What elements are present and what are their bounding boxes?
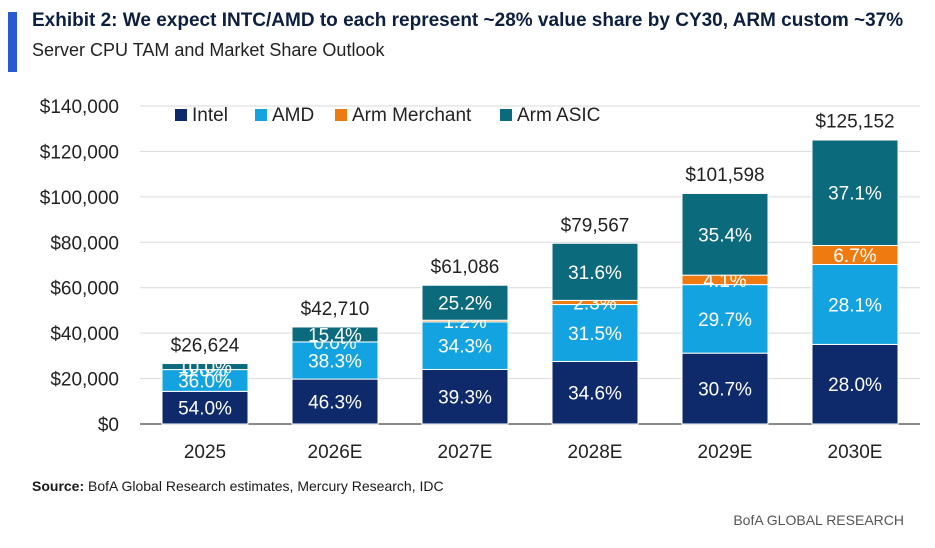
legend-label: Arm ASIC [517, 105, 600, 126]
y-tick-label: $40,000 [50, 324, 119, 345]
bar-segment-intel [291, 378, 379, 425]
legend-swatch [255, 109, 267, 121]
data-label: 30.7% [698, 380, 752, 401]
data-label: 4.1% [703, 271, 746, 292]
data-label: 34.6% [568, 384, 622, 405]
data-label: 38.3% [308, 352, 362, 373]
total-label: $79,567 [561, 215, 630, 236]
legend-swatch [175, 109, 187, 121]
y-tick-label: $0 [98, 415, 119, 436]
total-label: $26,624 [171, 336, 240, 357]
total-label: $42,710 [301, 299, 370, 320]
source-label: Source: [32, 478, 85, 494]
x-tick-label: 2027E [438, 442, 493, 463]
bar-segment-intel [811, 343, 899, 425]
y-tick-label: $80,000 [50, 233, 119, 254]
x-tick-label: 2026E [308, 442, 363, 463]
chart-title: Exhibit 2: We expect INTC/AMD to each re… [32, 10, 904, 31]
bar-segment-arm-asic [291, 326, 379, 343]
data-label: 35.4% [698, 225, 752, 246]
x-tick-label: 2028E [568, 442, 623, 463]
data-label: 25.2% [438, 294, 492, 315]
data-label: 54.0% [178, 399, 232, 420]
bar-segment-arm-asic [551, 242, 639, 301]
y-tick-label: $60,000 [50, 279, 119, 300]
data-label: 28.1% [828, 295, 882, 316]
bar-segment-intel [421, 368, 509, 425]
x-tick-label: 2025 [184, 442, 226, 463]
x-tick-label: 2029E [698, 442, 753, 463]
source-note: Source: BofA Global Research estimates, … [32, 478, 444, 494]
total-label: $101,598 [685, 165, 764, 186]
legend-label: AMD [272, 105, 314, 126]
chart-subtitle: Server CPU TAM and Market Share Outlook [32, 40, 385, 60]
bar-segment-intel [551, 360, 639, 425]
data-label: 37.1% [828, 184, 882, 205]
data-label: 46.3% [308, 393, 362, 414]
stacked-bar-chart: $0 $20,000 $40,000 $60,000 $80,000 $100,000 $1… [40, 97, 920, 463]
y-tick-label: $120,000 [40, 142, 119, 163]
legend-label: Arm Merchant [352, 105, 472, 126]
y-tick-label: $100,000 [40, 188, 119, 209]
bar-segment-arm-asic [811, 139, 899, 246]
total-label: $61,086 [431, 257, 500, 278]
data-label: 31.6% [568, 263, 622, 284]
total-label: $125,152 [815, 112, 894, 133]
data-label: 39.3% [438, 388, 492, 409]
bar-segment-amd [291, 341, 379, 380]
legend-swatch [500, 109, 512, 121]
bar-segment-arm-asic [421, 284, 509, 321]
data-label: 10.0% [178, 358, 232, 379]
source-text: BofA Global Research estimates, Mercury … [88, 478, 444, 494]
bar-segment-amd [421, 321, 509, 370]
bar-segment-arm-asic [681, 192, 769, 276]
data-label: 28.0% [828, 375, 882, 396]
data-label: 15.4% [308, 325, 362, 346]
title-accent-bar [8, 12, 17, 72]
bar-segment-amd [811, 264, 899, 345]
bar-segment-arm-asic [161, 363, 249, 371]
y-tick-label: $20,000 [50, 370, 119, 391]
data-label: 36.0% [178, 371, 232, 392]
data-label: 29.7% [698, 310, 752, 331]
bar-segment-amd [681, 284, 769, 354]
bar-segment-intel [681, 352, 769, 425]
data-label: 31.5% [568, 324, 622, 345]
bar-segment-amd [551, 304, 639, 362]
bar-segment-intel [161, 390, 249, 425]
legend-swatch [335, 109, 347, 121]
data-label: 34.3% [438, 337, 492, 358]
x-tick-label: 2030E [828, 442, 883, 463]
legend-label: Intel [192, 105, 228, 126]
brand-label: BofA GLOBAL RESEARCH [733, 512, 904, 528]
data-label: 6.7% [833, 246, 876, 267]
y-tick-label: $140,000 [40, 97, 119, 118]
